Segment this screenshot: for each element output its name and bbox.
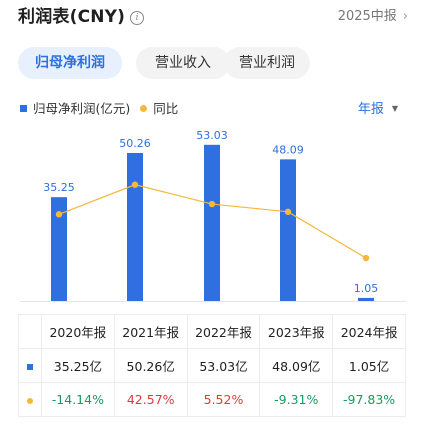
chevron-right-icon: › <box>402 9 408 24</box>
bar-data-label: 35.25 <box>43 181 75 194</box>
table-cell: -97.83% <box>332 382 406 417</box>
table-cell: 48.09亿 <box>259 348 334 383</box>
legend-line-label: 同比 <box>153 101 179 116</box>
legend-line-swatch <box>140 105 148 112</box>
table-cell: 35.25亿 <box>41 348 115 383</box>
table-cell: 42.57% <box>113 382 188 417</box>
bar-2023年报[interactable] <box>280 159 296 301</box>
row-marker-dot <box>18 382 42 417</box>
info-icon[interactable]: i <box>130 11 145 25</box>
table-cell: 1.05亿 <box>332 348 406 383</box>
period-link[interactable]: 2025中报 › <box>338 8 408 26</box>
table-header-cell: 2023年报 <box>259 314 334 349</box>
table-row-profit: 35.25亿 50.26亿 53.03亿 48.09亿 1.05亿 <box>18 348 406 383</box>
row-marker-bar <box>18 348 42 383</box>
caret-down-icon: ▼ <box>391 104 398 113</box>
table-corner <box>18 314 42 349</box>
period-selector-label: 年报 <box>357 102 384 117</box>
page-title: 利润表(CNY) i <box>18 6 145 28</box>
chart-legend: 归母净利润(亿元) 同比 <box>20 100 178 118</box>
legend-bar-swatch <box>20 105 27 112</box>
bar-2024年报[interactable] <box>358 297 374 301</box>
tab-net-profit[interactable]: 归母净利润 <box>18 47 122 79</box>
yoy-point-2024年报[interactable] <box>362 254 370 262</box>
bar-data-label: 1.05 <box>354 282 379 295</box>
bar-data-label: 48.09 <box>272 143 304 156</box>
yoy-point-2020年报[interactable] <box>55 211 63 218</box>
table-row-yoy: -14.14% 42.57% 5.52% -9.31% -97.83% <box>18 382 406 417</box>
table-header-row: 2020年报 2021年报 2022年报 2023年报 2024年报 <box>18 314 406 349</box>
tab-revenue[interactable]: 营业收入 <box>136 47 230 79</box>
table-cell: 53.03亿 <box>186 348 261 383</box>
bar-2021年报[interactable] <box>127 152 143 301</box>
table-header-cell: 2022年报 <box>186 314 261 349</box>
table-cell: -9.31% <box>259 382 334 417</box>
bar-data-label: 53.03 <box>196 129 228 142</box>
period-selector[interactable]: 年报 ▼ <box>358 100 398 119</box>
tab-operating-profit[interactable]: 营业利润 <box>224 47 310 79</box>
profit-chart: 35.25 50.26 53.03 48.09 1.05 <box>20 129 406 302</box>
legend-bar-label: 归母净利润(亿元) <box>33 101 131 116</box>
table-header-cell: 2021年报 <box>113 314 188 349</box>
yoy-point-2022年报[interactable] <box>208 200 216 208</box>
bar-data-label: 50.26 <box>119 137 151 150</box>
yoy-point-2023年报[interactable] <box>284 208 292 216</box>
yoy-point-2021年报[interactable] <box>131 181 139 188</box>
bar-2022年报[interactable] <box>204 144 220 301</box>
table-header-cell: 2024年报 <box>332 314 406 349</box>
table-cell: 5.52% <box>186 382 261 417</box>
table-header-cell: 2020年报 <box>41 314 115 349</box>
period-label: 2025中报 <box>337 9 397 24</box>
header: 利润表(CNY) i 2025中报 › <box>18 6 408 30</box>
table-cell: 50.26亿 <box>113 348 188 383</box>
bar-2020年报[interactable] <box>51 197 67 301</box>
table-cell: -14.14% <box>41 382 115 417</box>
data-table: 2020年报 2021年报 2022年报 2023年报 2024年报 35.25… <box>18 314 406 417</box>
